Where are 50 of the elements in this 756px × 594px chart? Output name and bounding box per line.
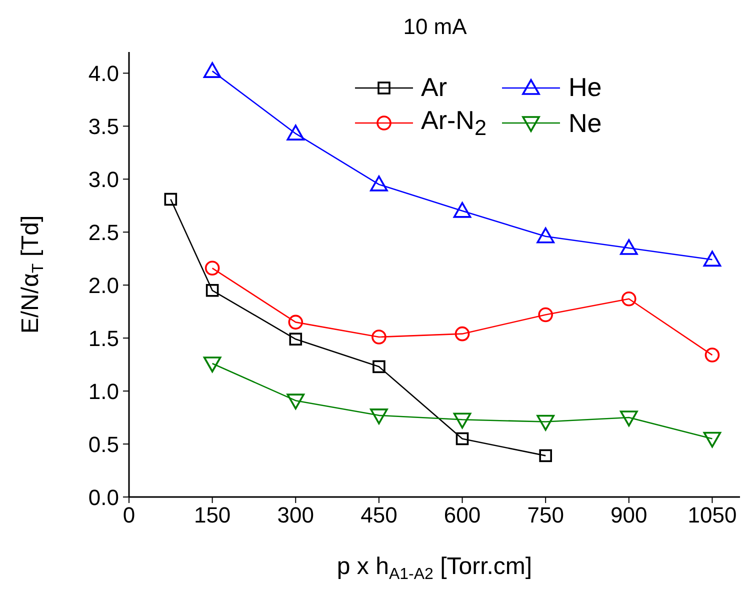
point [454, 326, 470, 342]
point [164, 192, 178, 206]
x-tick-label: 300 [277, 502, 314, 528]
x-tick-label: 0 [122, 502, 136, 528]
y-tick-label: 1.0 [88, 378, 119, 404]
point [370, 176, 388, 192]
y-tick-label: 0.0 [88, 484, 119, 510]
x-tick-label: 900 [610, 502, 648, 528]
point [703, 250, 722, 267]
x-tick-label: 150 [194, 502, 231, 528]
y-tick-label: 1.5 [88, 326, 119, 351]
point [538, 307, 553, 322]
y-tick-label: 2.5 [88, 220, 119, 245]
x-tick-label: 750 [527, 502, 564, 528]
point [204, 260, 220, 276]
point [453, 202, 472, 218]
point [372, 330, 386, 344]
point [456, 432, 469, 446]
point [286, 124, 305, 140]
x-tick-label: 450 [360, 502, 398, 528]
chart-title: 10 mA [403, 14, 468, 39]
point [203, 62, 222, 78]
legend-label: He [568, 72, 602, 102]
point [370, 408, 388, 424]
y-tick-label: 4.0 [88, 61, 119, 86]
legend-label: Ar [421, 72, 447, 102]
x-axis-title: p x h$_{A1-A2}$ [Torr.cm] [336, 553, 532, 583]
point [536, 414, 554, 431]
point [453, 412, 472, 429]
y-tick-label: 3.5 [88, 114, 119, 139]
x-tick-label: 600 [444, 502, 481, 528]
y-tick-label: 2.0 [88, 272, 119, 298]
y-tick-label: 3.0 [88, 166, 119, 192]
point [372, 360, 386, 374]
point [203, 356, 222, 372]
point [539, 449, 552, 462]
legend-label: Ar-N$_{2}$ [421, 105, 486, 140]
point [286, 394, 305, 410]
point [703, 432, 722, 448]
point [620, 410, 638, 426]
point [620, 239, 638, 255]
point [206, 284, 219, 297]
point [288, 314, 304, 330]
point [536, 227, 554, 244]
y-tick-label: 0.5 [88, 432, 119, 457]
legend-label: Ne [568, 108, 602, 138]
point [622, 291, 636, 306]
point [289, 332, 302, 346]
x-tick-label: 1050 [688, 502, 737, 528]
point [704, 348, 720, 362]
